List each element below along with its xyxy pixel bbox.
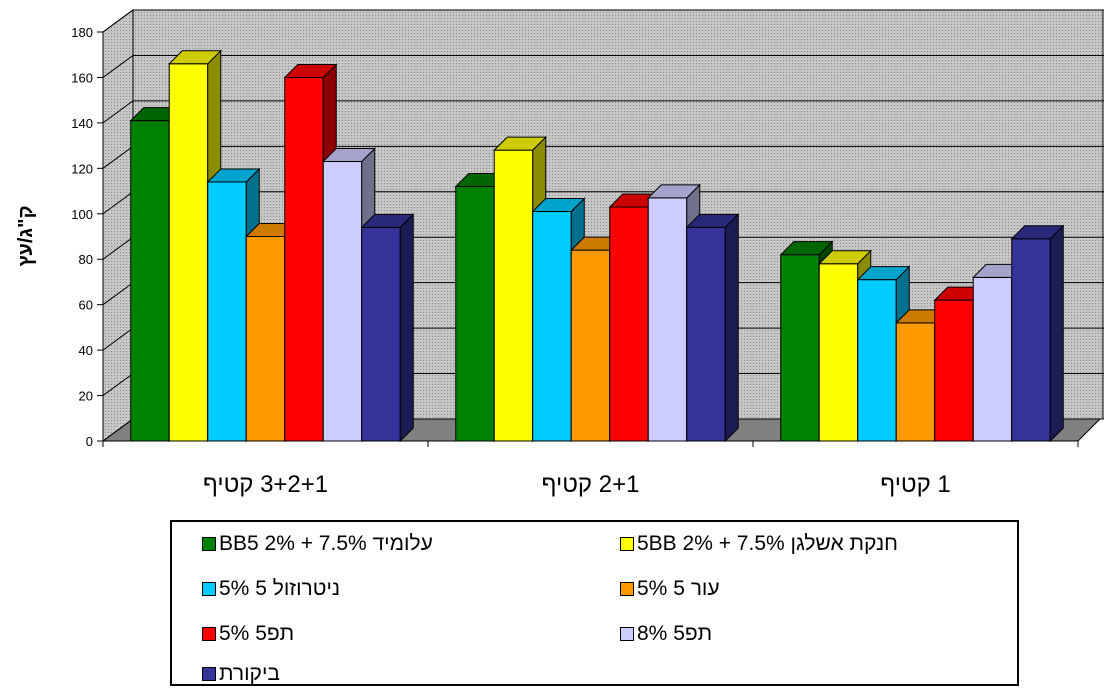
legend-label: 5% עור 5 <box>637 577 720 600</box>
y-tick-label: 0 <box>86 434 93 449</box>
bar-top <box>206 168 261 183</box>
legend-label: 5BB 2% + 7.5% חנקת אשלגן <box>637 532 898 555</box>
legend-label: 5% ניטרוזול 5 <box>219 577 341 600</box>
legend-label: 5% תפ5 <box>219 622 295 645</box>
bar-top <box>531 198 586 213</box>
gridline <box>102 9 1104 33</box>
legend-swatch <box>620 627 634 641</box>
y-tick-label: 40 <box>79 343 93 358</box>
bar-top <box>493 136 547 151</box>
y-tick-label: 60 <box>79 298 93 313</box>
chart-legend: BB5 2% + 7.5% עלומיד 5BB 2% + 7.5% חנקת א… <box>170 520 1019 686</box>
bar-top <box>779 241 834 256</box>
y-tick-label: 20 <box>79 389 93 404</box>
y-tick-label: 100 <box>71 207 93 222</box>
legend-swatch <box>202 667 216 681</box>
bar-top <box>168 50 222 65</box>
bar <box>1011 238 1051 442</box>
y-axis-label: ק"ג/עץ <box>15 205 37 266</box>
legend-label: ביקורת <box>219 662 280 685</box>
bar-top <box>283 63 338 78</box>
bar-side <box>724 213 739 443</box>
bar-top <box>1010 225 1065 240</box>
bar <box>686 226 726 442</box>
bar <box>895 322 936 442</box>
bar-top <box>685 213 740 228</box>
y-tick-label: 140 <box>71 116 93 131</box>
legend-swatch <box>620 582 634 596</box>
bar <box>818 263 859 442</box>
bar <box>322 161 363 442</box>
bar <box>455 186 495 442</box>
bar <box>532 211 572 442</box>
bar <box>647 197 688 442</box>
legend-item: ביקורת <box>202 662 280 686</box>
bar <box>493 149 534 442</box>
bar-top <box>818 250 872 265</box>
bar <box>570 249 611 442</box>
bar-top <box>360 213 415 228</box>
bar <box>361 226 401 442</box>
bar-top <box>856 266 911 281</box>
legend-swatch <box>202 537 216 551</box>
y-tick-label: 160 <box>71 70 93 85</box>
legend-swatch <box>202 627 216 641</box>
bar <box>245 236 286 442</box>
bar-top <box>322 148 376 163</box>
bar <box>284 76 324 442</box>
legend-item: 5% ניטרוזול 5 <box>202 577 340 601</box>
legend-swatch <box>620 537 634 551</box>
x-tick-label: 3+2+1 קטיף <box>203 471 328 498</box>
bar <box>972 276 1013 442</box>
bar <box>168 63 209 442</box>
legend-label: BB5 2% + 7.5% עלומיד <box>219 532 433 555</box>
legend-item: BB5 2% + 7.5% עלומיד <box>202 532 433 556</box>
legend-label: 8% תפ5 <box>637 622 713 645</box>
bar <box>609 206 649 442</box>
bar <box>130 120 170 442</box>
legend-item: 5BB 2% + 7.5% חנקת אשלגן <box>620 532 898 556</box>
chart-plot: 0 20 40 60 80 100 120 140 160 180 ק"ג/עץ 3+2+1 קטיף… <box>15 9 1104 498</box>
bar-side <box>399 213 414 443</box>
bar <box>207 181 247 442</box>
bar-top <box>647 184 701 199</box>
bar <box>857 279 897 442</box>
bar <box>934 299 974 442</box>
legend-item: 8% תפ5 <box>620 622 712 646</box>
gridline <box>102 100 1104 124</box>
legend-item: 5% תפ5 <box>202 622 294 646</box>
bar <box>780 254 820 442</box>
y-tick-label: 80 <box>79 252 93 267</box>
x-tick-label: 2+1 קטיף <box>542 471 640 498</box>
x-tick-label: 1 קטיף <box>880 471 951 498</box>
legend-item: 5% עור 5 <box>620 577 720 601</box>
y-tick-label: 180 <box>71 25 93 40</box>
y-tick-label: 120 <box>71 161 93 176</box>
legend-swatch <box>202 582 216 596</box>
bar-side <box>1049 224 1064 443</box>
gridline <box>102 54 1104 78</box>
